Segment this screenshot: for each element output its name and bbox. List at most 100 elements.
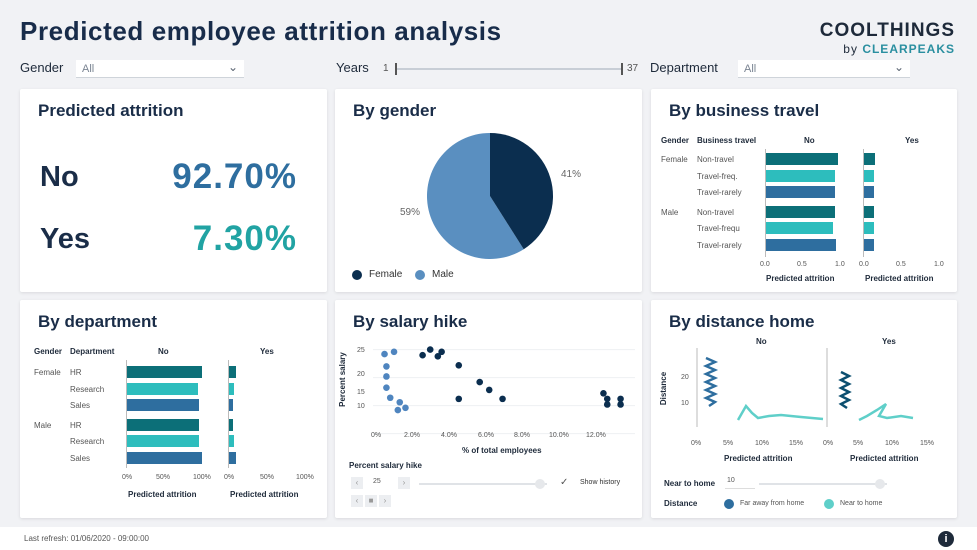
bar-no[interactable]	[765, 222, 834, 234]
scatter-point[interactable]	[617, 401, 624, 408]
bar-yes[interactable]	[863, 186, 875, 198]
bar-yes[interactable]	[228, 399, 234, 411]
bar-yes[interactable]	[863, 205, 875, 218]
scatter-point[interactable]	[419, 351, 426, 359]
scatter-point[interactable]	[396, 398, 404, 406]
scatter-point[interactable]	[386, 394, 394, 402]
panel-title: By business travel	[669, 101, 820, 120]
scatter-point[interactable]	[381, 350, 388, 358]
female-pct-label: 41%	[561, 169, 582, 180]
x-tick-label: 12.0%	[586, 432, 606, 439]
col-no-header: No	[756, 337, 767, 346]
bar-yes[interactable]	[863, 222, 875, 234]
bar-no[interactable]	[126, 399, 199, 411]
play-back-button[interactable]: ‹	[351, 495, 363, 507]
bar-no[interactable]	[765, 205, 835, 218]
bar-yes[interactable]	[228, 451, 236, 464]
tick-label: 0.0	[760, 261, 770, 268]
play-forward-button[interactable]: ›	[379, 495, 391, 507]
scatter-point[interactable]	[383, 373, 390, 380]
years-slider-max-handle[interactable]	[621, 63, 623, 75]
bar-no[interactable]	[126, 382, 198, 395]
bar-yes[interactable]	[228, 418, 234, 431]
scatter-point[interactable]	[603, 401, 611, 408]
scatter-point[interactable]	[617, 395, 624, 403]
bar-yes[interactable]	[228, 382, 235, 395]
bar-no[interactable]	[126, 418, 199, 431]
x-tick-label: 15%	[920, 440, 935, 447]
scatter-point[interactable]	[426, 346, 434, 353]
legend-female-label: Female	[369, 269, 403, 280]
bar-yes[interactable]	[228, 366, 236, 378]
next-button[interactable]: ›	[398, 477, 410, 489]
scatter-point[interactable]	[394, 406, 402, 414]
scatter-point[interactable]	[600, 389, 607, 397]
bar-no[interactable]	[126, 435, 199, 447]
scatter-point[interactable]	[434, 353, 442, 360]
department-filter-select[interactable]: All ⌄	[738, 60, 910, 78]
far-home-line-no	[702, 356, 719, 408]
bar-no[interactable]	[765, 238, 837, 251]
bar-no[interactable]	[765, 169, 835, 182]
x-tick-label: 15%	[789, 440, 804, 447]
bar-no[interactable]	[126, 366, 202, 378]
scatter-point[interactable]	[455, 361, 463, 369]
scatter-point[interactable]	[383, 384, 390, 391]
row-label: Non-travel	[697, 155, 734, 164]
pie-slice-male[interactable]	[427, 133, 524, 259]
axis-line	[126, 360, 127, 468]
scatter-point[interactable]	[499, 395, 506, 403]
years-min-value: 1	[383, 63, 389, 74]
department-filter-value: All	[744, 63, 757, 75]
col-yes-header: Yes	[905, 136, 919, 145]
show-history-checkbox[interactable]: ✓	[560, 477, 569, 488]
scatter-point[interactable]	[402, 404, 409, 412]
col-yes-header: Yes	[260, 347, 274, 356]
salary-slider-track[interactable]	[419, 483, 547, 485]
scatter-point[interactable]	[455, 395, 463, 403]
scatter-point[interactable]	[438, 348, 445, 356]
tick-label: 1.0	[835, 261, 845, 268]
scatter-point[interactable]	[485, 386, 493, 394]
bar-yes[interactable]	[228, 435, 235, 447]
info-icon[interactable]: i	[938, 531, 954, 547]
prev-button[interactable]: ‹	[351, 477, 363, 489]
bar-yes[interactable]	[863, 169, 875, 182]
brand-name: CLEARPEAKS	[862, 42, 955, 56]
col-gender-header: Gender	[661, 136, 690, 145]
panel-title: By distance home	[669, 312, 815, 331]
salary-slider-handle[interactable]	[535, 479, 545, 489]
bar-yes[interactable]	[863, 238, 875, 251]
stop-button[interactable]: ■	[365, 495, 377, 507]
row-label: HR	[70, 368, 82, 377]
scatter-point[interactable]	[390, 348, 398, 356]
pie-slice-female[interactable]	[490, 133, 554, 250]
legend-near-label: Near to home	[840, 500, 883, 507]
gender-pie-chart	[427, 133, 554, 259]
row-gender-label: Male	[34, 420, 52, 430]
row-label: HR	[70, 420, 82, 430]
gender-filter-select[interactable]: All ⌄	[76, 60, 244, 78]
salary-control-value: 25	[373, 478, 381, 485]
axis-line	[863, 149, 864, 257]
bar-yes[interactable]	[863, 153, 875, 165]
tick-label: 0.5	[797, 261, 807, 268]
col-travel-header: Business travel	[697, 136, 757, 145]
near-home-slider-track[interactable]	[759, 483, 887, 485]
years-slider-min-handle[interactable]	[395, 63, 397, 75]
near-home-label: Near to home	[664, 479, 716, 488]
near-home-slider-handle[interactable]	[875, 479, 885, 489]
department-filter-label: Department	[650, 60, 718, 75]
scatter-point[interactable]	[476, 378, 484, 386]
scatter-point[interactable]	[603, 395, 611, 403]
legend-far-label: Far away from home	[740, 500, 805, 507]
bar-no[interactable]	[765, 153, 838, 165]
bar-no[interactable]	[765, 186, 835, 198]
col-gender-header: Gender	[34, 347, 63, 356]
tick-label: 1.0	[934, 261, 944, 268]
scatter-point[interactable]	[383, 363, 390, 370]
years-slider-track[interactable]	[395, 68, 623, 70]
panel-title: By gender	[353, 101, 437, 120]
near-home-input[interactable]: 10	[725, 477, 755, 489]
bar-no[interactable]	[126, 451, 202, 464]
